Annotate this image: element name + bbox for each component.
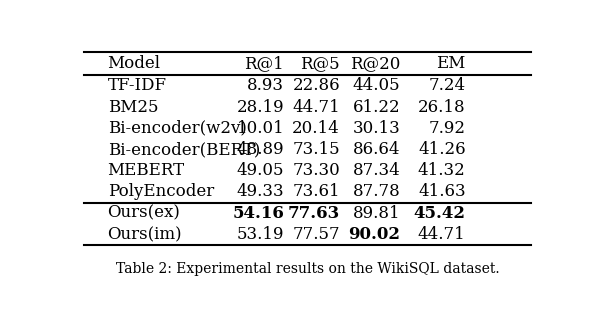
Text: 44.05: 44.05 — [353, 77, 401, 94]
Text: Ours(im): Ours(im) — [107, 226, 182, 243]
Text: Bi-encoder(BERT): Bi-encoder(BERT) — [107, 141, 260, 158]
Text: 41.26: 41.26 — [418, 141, 466, 158]
Text: TF-IDF: TF-IDF — [107, 77, 167, 94]
Text: 54.16: 54.16 — [232, 205, 284, 222]
Text: 8.93: 8.93 — [247, 77, 284, 94]
Text: 73.61: 73.61 — [292, 183, 340, 201]
Text: 28.19: 28.19 — [236, 98, 284, 116]
Text: 53.19: 53.19 — [237, 226, 284, 243]
Text: 41.32: 41.32 — [418, 162, 466, 179]
Text: 49.05: 49.05 — [237, 162, 284, 179]
Text: 7.24: 7.24 — [428, 77, 466, 94]
Text: 44.71: 44.71 — [418, 226, 466, 243]
Text: 30.13: 30.13 — [353, 120, 401, 137]
Text: Table 2: Experimental results on the WikiSQL dataset.: Table 2: Experimental results on the Wik… — [116, 262, 499, 276]
Text: 86.64: 86.64 — [353, 141, 401, 158]
Text: 41.63: 41.63 — [418, 183, 466, 201]
Text: Bi-encoder(w2v): Bi-encoder(w2v) — [107, 120, 247, 137]
Text: BM25: BM25 — [107, 98, 158, 116]
Text: EM: EM — [436, 55, 466, 72]
Text: R@1: R@1 — [245, 55, 284, 72]
Text: 7.92: 7.92 — [428, 120, 466, 137]
Text: 87.34: 87.34 — [353, 162, 401, 179]
Text: 73.15: 73.15 — [292, 141, 340, 158]
Text: 73.30: 73.30 — [292, 162, 340, 179]
Text: PolyEncoder: PolyEncoder — [107, 183, 214, 201]
Text: 89.81: 89.81 — [353, 205, 401, 222]
Text: R@5: R@5 — [301, 55, 340, 72]
Text: Ours(ex): Ours(ex) — [107, 205, 181, 222]
Text: 77.57: 77.57 — [292, 226, 340, 243]
Text: 90.02: 90.02 — [349, 226, 401, 243]
Text: 77.63: 77.63 — [288, 205, 340, 222]
Text: 61.22: 61.22 — [353, 98, 401, 116]
Text: 20.14: 20.14 — [292, 120, 340, 137]
Text: 49.33: 49.33 — [236, 183, 284, 201]
Text: 48.89: 48.89 — [236, 141, 284, 158]
Text: 45.42: 45.42 — [413, 205, 466, 222]
Text: 26.18: 26.18 — [418, 98, 466, 116]
Text: 22.86: 22.86 — [292, 77, 340, 94]
Text: 44.71: 44.71 — [292, 98, 340, 116]
Text: R@20: R@20 — [350, 55, 401, 72]
Text: Model: Model — [107, 55, 161, 72]
Text: 87.78: 87.78 — [353, 183, 401, 201]
Text: MEBERT: MEBERT — [107, 162, 185, 179]
Text: 10.01: 10.01 — [236, 120, 284, 137]
